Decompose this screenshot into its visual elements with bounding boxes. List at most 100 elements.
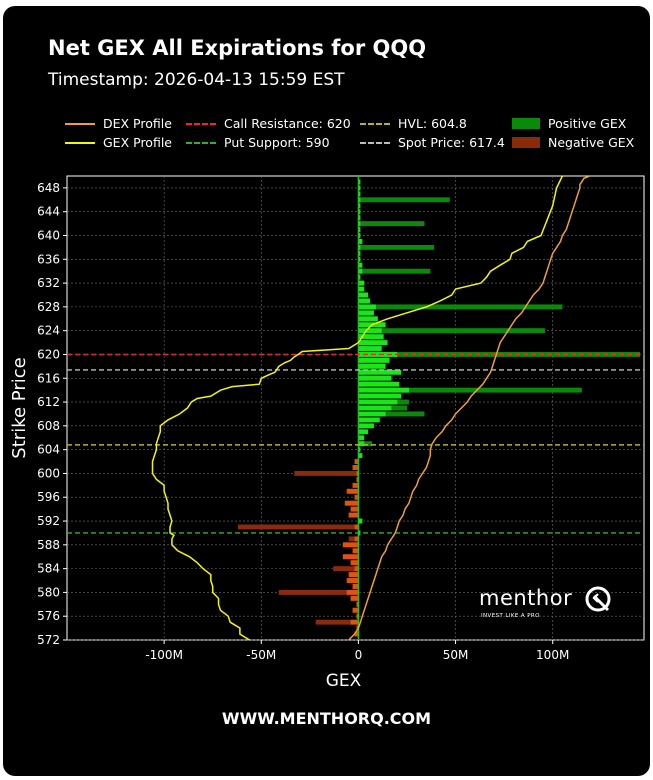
gex-bar-total: [358, 268, 431, 274]
gex-bar-near: [354, 459, 359, 464]
gex-bar-total: [278, 589, 359, 595]
gex-bar-near: [358, 411, 386, 417]
legend-label-dex-profile: DEX Profile: [103, 116, 172, 131]
chart-subtitle: Timestamp: 2026-04-13 15:59 EST: [48, 70, 345, 90]
gex-bar-near: [358, 387, 409, 393]
gex-bar-near: [358, 441, 365, 447]
legend-item-spot-price: Spot Price: 617.4: [360, 135, 505, 150]
footer-url: WWW.MENTHORQ.COM: [221, 709, 432, 728]
gex-bar-near: [342, 554, 359, 560]
gex-bar-near: [358, 352, 398, 357]
gex-bar-near: [358, 179, 361, 185]
gex-bar-near: [358, 203, 361, 209]
legend-item-hvl: HVL: 604.8: [360, 116, 467, 131]
gex-bar-near: [358, 328, 382, 334]
legend: DEX Profile GEX Profile Call Resistance:…: [65, 116, 650, 160]
y-axis-label: Strike Price: [9, 357, 30, 458]
gex-bar-total: [294, 470, 359, 476]
y-tick-label: 632: [37, 276, 60, 290]
y-tick-label: 628: [37, 300, 60, 314]
gex-bar-near: [358, 375, 392, 381]
legend-item-put-support: Put Support: 590: [186, 135, 330, 150]
chart-card: Net GEX All Expirations for QQQ Timestam…: [3, 6, 650, 776]
legend-item-positive-gex: Positive GEX: [512, 116, 626, 131]
gex-bar-total: [358, 387, 582, 393]
gex-bar-near: [358, 280, 365, 286]
gex-bar-near: [358, 233, 361, 238]
gex-bar-near: [358, 423, 374, 429]
gex-bar-near: [358, 453, 363, 459]
gex-bar-total: [348, 536, 359, 542]
dex-profile-line: [348, 176, 590, 640]
y-tick-label: 580: [37, 585, 60, 599]
gex-bar-near: [350, 506, 359, 512]
legend-swatch-gex: [65, 141, 95, 144]
gex-bar-near: [356, 613, 359, 619]
y-tick-label: 648: [37, 181, 60, 195]
y-tick-label: 592: [37, 514, 60, 528]
gex-bar-near: [352, 482, 359, 488]
gex-bar-near: [358, 334, 384, 340]
gex-bar-near: [358, 227, 361, 232]
y-tick-label: 608: [37, 419, 60, 433]
logo-tagline: INVEST LIKE A PRO: [481, 613, 540, 619]
gex-bar-near: [358, 191, 361, 197]
gex-bar-near: [348, 572, 359, 578]
gex-bar-near: [358, 286, 365, 292]
menthorq-logo: menthor INVEST LIKE A PRO: [479, 584, 619, 626]
gex-bar-near: [354, 524, 359, 530]
gex-bar-near: [358, 447, 361, 453]
legend-label-hvl: HVL: 604.8: [398, 116, 467, 131]
gex-bar-total: [358, 441, 373, 447]
gex-bar-near: [354, 631, 359, 637]
y-tick-label: 576: [37, 609, 60, 623]
y-tick-label: 616: [37, 371, 60, 385]
y-tick-label: 584: [37, 562, 60, 576]
gex-bar-near: [346, 589, 359, 595]
gex-bar-near: [358, 381, 400, 387]
x-tick-label: -100M: [145, 648, 183, 662]
gex-bar-near: [358, 298, 371, 304]
gex-bar-near: [352, 548, 359, 554]
gex-bar-near: [358, 262, 363, 268]
x-axis-label: GEX: [326, 671, 362, 691]
x-tick-label: 50M: [443, 648, 469, 662]
legend-label-put-support: Put Support: 590: [224, 135, 330, 150]
y-tick-label: 572: [37, 633, 60, 647]
x-tick-label: 0: [355, 648, 363, 662]
gex-bar-near: [354, 536, 359, 542]
gex-bar-near: [350, 619, 359, 625]
y-tick-label: 600: [37, 466, 60, 480]
gex-bar-near: [346, 488, 359, 494]
legend-swatch-hvl: [360, 122, 390, 125]
gex-bar-near: [358, 363, 386, 369]
legend-label-gex-profile: GEX Profile: [103, 135, 172, 150]
legend-item-gex-profile: GEX Profile: [65, 135, 172, 150]
y-tick-label: 596: [37, 490, 60, 504]
gex-bar-near: [358, 435, 365, 441]
gex-bar-near: [358, 346, 382, 351]
gex-bar-near: [358, 221, 361, 227]
gex-bar-total: [358, 304, 563, 310]
gex-bar-near: [356, 625, 359, 631]
gex-bar-near: [358, 518, 363, 524]
gex-chart: 572 576 580 584 588 592 596 600 604 608 612 616 620 6…: [9, 175, 645, 691]
gex-bar-near: [342, 542, 359, 548]
y-tick-label: 636: [37, 252, 60, 266]
gex-bar-total: [315, 619, 359, 625]
gex-bar-total: [237, 524, 359, 530]
logo-wordmark: menthor: [479, 586, 573, 610]
gex-bar-near: [352, 584, 359, 589]
gex-bar-near: [358, 429, 369, 435]
gex-bar-near: [358, 357, 390, 363]
gex-bar-near: [346, 578, 359, 583]
gex-bar-near: [358, 256, 361, 262]
gex-bar-near: [356, 601, 359, 607]
gex-bar-total: [358, 244, 435, 250]
gex-bar-near: [358, 274, 361, 280]
gex-bar-near: [358, 250, 361, 256]
gex-bar-near: [352, 465, 359, 470]
gex-bar-total: [333, 566, 359, 572]
gex-bar-near: [356, 476, 359, 482]
legend-label-spot-price: Spot Price: 617.4: [398, 135, 505, 150]
